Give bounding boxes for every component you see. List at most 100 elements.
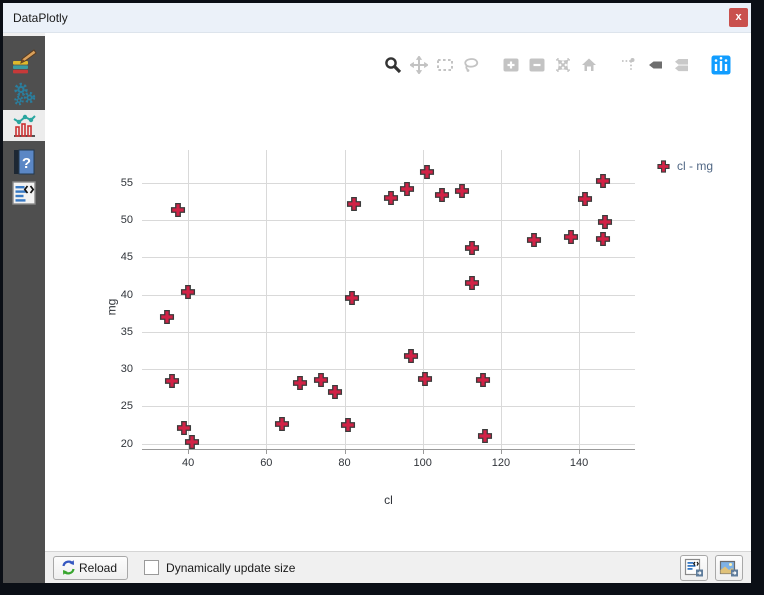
data-point-cross-marker[interactable] (419, 164, 434, 179)
data-point-cross-marker[interactable] (597, 214, 612, 229)
sidebar-tab-code[interactable] (3, 177, 45, 208)
sidebar-tab-plot-settings[interactable] (3, 78, 45, 109)
code-document-icon (12, 180, 36, 205)
reload-icon (62, 560, 75, 575)
dynamic-size-label: Dynamically update size (166, 560, 296, 575)
dynamic-size-toggle[interactable]: Dynamically update size (144, 560, 295, 575)
data-point-cross-marker[interactable] (292, 376, 307, 391)
x-gridline (579, 150, 581, 449)
save-as-image-icon (719, 560, 738, 576)
close-button[interactable]: x (729, 8, 748, 27)
data-point-cross-marker[interactable] (177, 421, 192, 436)
reload-label: Reload (79, 560, 118, 575)
reload-button[interactable]: Reload (53, 555, 129, 580)
data-point-cross-marker[interactable] (527, 233, 542, 248)
data-point-cross-marker[interactable] (577, 192, 592, 207)
legend-cross-marker-icon (657, 159, 670, 173)
data-point-cross-marker[interactable] (347, 196, 362, 211)
data-point-cross-marker[interactable] (165, 374, 180, 389)
data-point-cross-marker[interactable] (595, 232, 610, 247)
gears-icon (14, 82, 36, 105)
x-tick-label: 140 (569, 457, 589, 469)
x-axis-title: cl (384, 493, 393, 507)
data-point-cross-marker[interactable] (181, 284, 196, 299)
y-tick-label: 20 (120, 437, 133, 450)
x-tick-mark (500, 449, 502, 454)
y-gridline (142, 182, 635, 184)
x-tick-mark (188, 449, 190, 454)
data-point-cross-marker[interactable] (435, 187, 450, 202)
y-gridline (142, 331, 635, 333)
x-tick-label: 80 (338, 457, 351, 469)
hover-compare-icon[interactable] (671, 55, 691, 75)
data-point-cross-marker[interactable] (400, 181, 415, 196)
sidebar-tab-help[interactable]: ? (3, 146, 45, 177)
zoom-out-icon[interactable] (527, 55, 547, 75)
data-point-cross-marker[interactable] (476, 373, 491, 388)
close-icon: x (735, 11, 742, 23)
data-point-cross-marker[interactable] (345, 291, 360, 306)
legend[interactable]: cl - mg (657, 159, 713, 173)
x-tick-label: 40 (182, 457, 195, 469)
window-frame: DataPlotly x (3, 3, 751, 583)
zoom-in-icon[interactable] (501, 55, 521, 75)
x-gridline (188, 150, 190, 449)
reset-axes-icon[interactable] (579, 55, 599, 75)
data-point-cross-marker[interactable] (314, 372, 329, 387)
sidebar-tab-plot-view[interactable] (3, 110, 45, 141)
legend-label: cl - mg (677, 159, 713, 173)
data-point-cross-marker[interactable] (403, 348, 418, 363)
titlebar[interactable]: DataPlotly x (3, 3, 751, 33)
data-point-cross-marker[interactable] (384, 190, 399, 205)
chart-icon (13, 114, 36, 137)
y-tick-label: 30 (120, 363, 133, 376)
dynamic-size-checkbox[interactable] (144, 560, 160, 575)
y-gridline (142, 406, 635, 408)
data-point-cross-marker[interactable] (274, 416, 289, 431)
y-tick-label: 55 (120, 176, 133, 189)
data-point-cross-marker[interactable] (478, 428, 493, 443)
paintbrush-layers-icon (13, 48, 37, 73)
y-gridline (142, 294, 635, 296)
y-tick-label: 45 (120, 251, 133, 264)
lasso-select-icon[interactable] (461, 55, 481, 75)
x-tick-mark (579, 449, 581, 454)
scatter-plot-area[interactable]: 40 60 80 100 120 140 20 25 30 35 40 45 50 55 (121, 150, 635, 469)
data-point-cross-marker[interactable] (159, 309, 174, 325)
data-point-cross-marker[interactable] (464, 275, 479, 290)
data-point-cross-marker[interactable] (595, 173, 610, 188)
toggle-spikelines-icon[interactable] (619, 55, 639, 75)
x-tick-label: 100 (413, 457, 432, 469)
hover-closest-icon[interactable] (645, 55, 665, 75)
sidebar-tab-plot-properties[interactable] (3, 45, 45, 76)
data-point-cross-marker[interactable] (417, 371, 432, 386)
data-point-cross-marker[interactable] (185, 434, 200, 449)
y-tick-label: 40 (120, 288, 133, 301)
data-point-cross-marker[interactable] (564, 230, 579, 245)
y-gridline (142, 369, 635, 371)
data-point-cross-marker[interactable] (454, 183, 469, 199)
box-select-icon[interactable] (435, 55, 455, 75)
pan-icon[interactable] (409, 55, 429, 75)
y-gridline (142, 220, 635, 222)
y-tick-label: 50 (120, 214, 133, 227)
data-point-cross-marker[interactable] (327, 384, 342, 399)
save-as-html-button[interactable] (680, 554, 708, 581)
data-point-cross-marker[interactable] (170, 202, 185, 217)
y-tick-label: 35 (120, 325, 133, 338)
autoscale-icon[interactable] (553, 55, 573, 75)
x-tick-mark (344, 449, 346, 454)
x-gridline (344, 150, 346, 449)
y-gridline (142, 443, 635, 445)
plotly-modebar (363, 55, 731, 75)
x-tick-label: 120 (491, 457, 511, 469)
zoom-icon[interactable] (383, 55, 403, 75)
plotly-logo-icon[interactable] (711, 55, 731, 75)
sidebar: ? (3, 36, 45, 583)
help-book-icon: ? (14, 149, 35, 174)
data-point-cross-marker[interactable] (341, 418, 356, 433)
x-gridline (266, 150, 268, 449)
data-point-cross-marker[interactable] (464, 241, 479, 256)
save-as-image-button[interactable] (715, 554, 743, 581)
